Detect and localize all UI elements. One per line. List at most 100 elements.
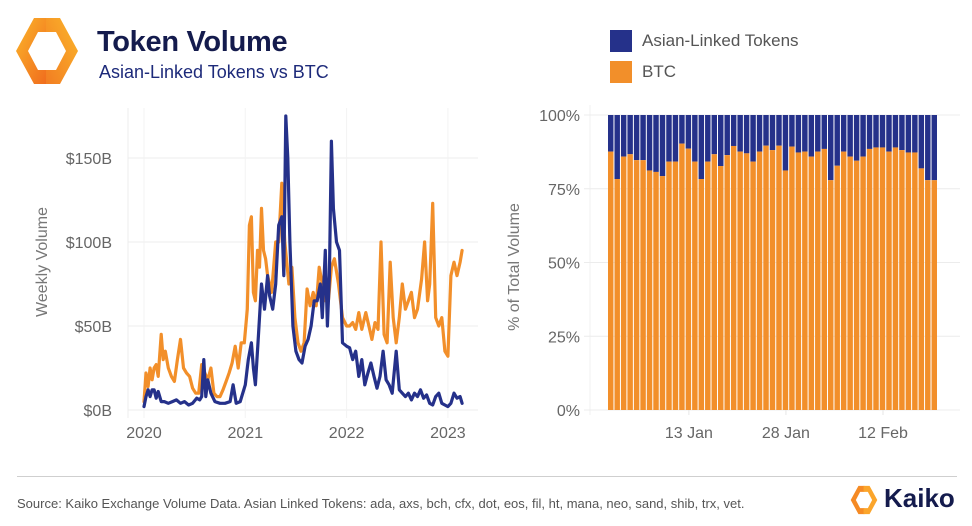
btc-share-bar (808, 156, 815, 410)
line-chart-y-axis-title: Weekly Volume (34, 207, 51, 317)
btc-share-bar (692, 161, 698, 410)
page-title: Token Volume (97, 26, 288, 58)
asian-tokens-share-bar (866, 115, 873, 149)
btc-share-bar (750, 161, 756, 410)
asian-tokens-share-bar (659, 115, 666, 177)
asian-tokens-share-bar (750, 115, 756, 162)
asian-tokens-share-bar (905, 115, 912, 153)
btc-share-bar (743, 153, 750, 410)
btc-share-bar (666, 161, 672, 410)
asian-tokens-share-bar (705, 115, 711, 162)
bar-chart-y-tick-label: 25% (548, 329, 580, 346)
btc-share-bar (789, 146, 795, 410)
asian-tokens-share-bar (653, 115, 659, 172)
line-chart-x-tick-label: 2022 (329, 425, 365, 442)
asian-tokens-share-bar (840, 115, 847, 152)
btc-share-bar (795, 152, 802, 410)
asian-tokens-share-bar (769, 115, 776, 151)
btc-share-bar (685, 148, 692, 410)
asian-tokens-share-bar (718, 115, 724, 167)
asian-tokens-volume-line (142, 114, 464, 409)
line-chart-y-tick-label: $150B (66, 151, 112, 168)
asian-tokens-share-bar (679, 115, 685, 144)
line-chart-y-tick-label: $100B (66, 235, 112, 252)
bar-chart-x-tick-label: 12 Feb (858, 425, 908, 442)
asian-tokens-share-bar (633, 115, 640, 161)
btc-share-bar (659, 176, 666, 410)
bar-chart-x-tick-label: 13 Jan (665, 425, 713, 442)
asian-tokens-share-bar (789, 115, 795, 147)
btc-share-bar (886, 151, 892, 410)
asian-tokens-share-bar (886, 115, 892, 152)
bar-chart-x-tick-label: 28 Jan (762, 425, 810, 442)
btc-share-bar (698, 179, 705, 410)
btc-share-bar (679, 143, 685, 410)
btc-share-bar (769, 150, 776, 411)
btc-share-bar (905, 152, 912, 410)
legend: Asian-Linked Tokens BTC (610, 30, 799, 83)
bar-chart-y-tick-label: 0% (557, 403, 580, 420)
btc-share-bar (756, 151, 763, 410)
asian-tokens-share-bar (795, 115, 802, 153)
btc-share-bar (633, 160, 640, 410)
btc-share-bar (672, 161, 679, 410)
source-note: Source: Kaiko Exchange Volume Data. Asia… (17, 496, 745, 511)
kaiko-brand-name: Kaiko (884, 483, 955, 513)
btc-share-bar (776, 145, 782, 410)
asian-tokens-share-bar (892, 115, 899, 148)
btc-share-bar (828, 180, 834, 410)
legend-item-btc: BTC (610, 61, 799, 83)
line-chart-x-tick-label: 2020 (126, 425, 162, 442)
btc-share-bar (866, 148, 873, 410)
btc-share-bar (763, 145, 769, 410)
btc-share-bar (724, 155, 730, 410)
line-chart-y-ticks: $0B $50B $100B $150B (66, 151, 112, 420)
btc-share-bar (718, 166, 724, 410)
asian-tokens-share-bar (730, 115, 737, 146)
asian-tokens-share-bar (828, 115, 834, 181)
bar-chart-y-axis-title: % of Total Volume (506, 203, 523, 331)
asian-tokens-share-bar (931, 115, 937, 181)
btc-share-bar (918, 168, 925, 410)
btc-share-bar (847, 156, 853, 410)
bar-chart-y-tick-label: 100% (539, 108, 580, 125)
line-chart-y-tick-label: $50B (75, 319, 112, 336)
asian-tokens-share-bar (925, 115, 931, 181)
asian-tokens-share-bar (724, 115, 730, 156)
legend-item-asian: Asian-Linked Tokens (610, 30, 799, 52)
asian-tokens-share-bar (620, 115, 627, 157)
btc-share-bar (608, 151, 614, 410)
btc-share-bar (860, 156, 866, 410)
btc-volume-line (142, 181, 464, 404)
kaiko-logo-icon (16, 18, 78, 84)
kaiko-footer-logo-icon (850, 485, 878, 515)
asian-tokens-share-bar (808, 115, 815, 157)
btc-share-bar (879, 147, 886, 410)
asian-tokens-share-bar (666, 115, 672, 162)
btc-share-bar (737, 151, 743, 410)
btc-share-bar (620, 156, 627, 410)
bar-chart-y-tick-label: 50% (548, 256, 580, 273)
bar-chart-bars (608, 115, 937, 411)
line-chart-x-tick-label: 2023 (430, 425, 466, 442)
asian-tokens-share-bar (873, 115, 879, 148)
line-chart-gridlines (127, 108, 478, 418)
line-chart-series (142, 114, 464, 409)
weekly-volume-line-chart: $0B $50B $100B $150B 2020 2021 2022 2023 Weekl… (34, 108, 478, 442)
btc-share-bar (873, 147, 879, 410)
asian-tokens-share-bar (646, 115, 653, 171)
legend-label-asian: Asian-Linked Tokens (642, 31, 799, 50)
btc-share-bar (640, 160, 646, 410)
asian-tokens-share-bar (756, 115, 763, 152)
btc-share-bar (730, 145, 737, 411)
asian-tokens-share-bar (912, 115, 918, 153)
legend-swatch-asian (610, 30, 632, 52)
volume-share-bar-chart: 0% 25% 50% 75% 100% 13 Jan 28 Jan 12 Feb % of … (506, 105, 960, 442)
page-subtitle: Asian-Linked Tokens vs BTC (99, 62, 329, 82)
footer-divider (17, 476, 957, 477)
btc-share-bar (821, 148, 827, 410)
asian-tokens-share-bar (782, 115, 789, 171)
asian-tokens-share-bar (608, 115, 614, 152)
asian-tokens-share-bar (692, 115, 698, 162)
bar-chart-y-ticks: 0% 25% 50% 75% 100% (539, 108, 580, 420)
